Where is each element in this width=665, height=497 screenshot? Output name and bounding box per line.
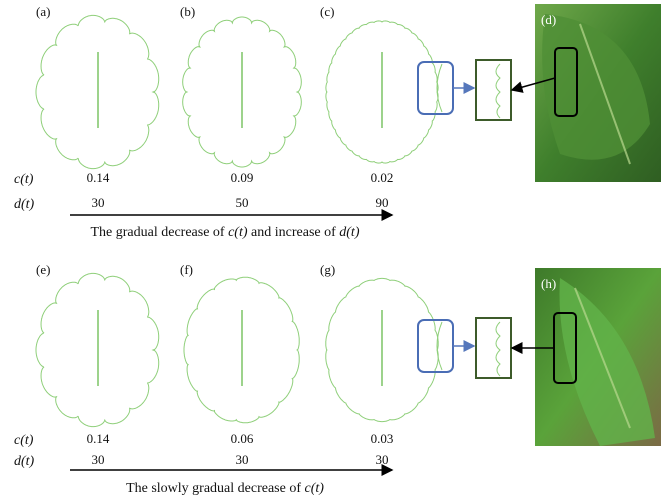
d-value: 30 — [92, 195, 105, 210]
photo-leaf — [559, 278, 655, 446]
leaf-outline — [182, 16, 302, 168]
c-value: 0.09 — [231, 170, 254, 185]
edge-wave — [495, 321, 501, 377]
d-label: d(t) — [14, 197, 35, 212]
leaf-outline — [325, 20, 439, 164]
caption-part: c(t) — [228, 225, 248, 240]
edge-curve — [436, 321, 443, 371]
leaf-outline — [325, 277, 439, 423]
panel-label: (b) — [180, 4, 195, 19]
c-value: 0.06 — [231, 431, 254, 446]
caption-part: and increase of — [248, 225, 340, 240]
c-value: 0.14 — [87, 170, 110, 185]
d-label: d(t) — [14, 454, 35, 469]
caption: The slowly gradual decrease of c(t) — [126, 481, 324, 496]
c-value: 0.03 — [371, 431, 394, 446]
caption: The gradual decrease of c(t) and increas… — [91, 225, 360, 240]
d-value: 30 — [236, 452, 249, 467]
caption-part: The slowly gradual decrease of — [126, 481, 304, 496]
photo-label: (h) — [541, 276, 556, 291]
d-value: 90 — [376, 195, 389, 210]
photo-label: (d) — [541, 12, 556, 27]
panel-label: (f) — [180, 262, 193, 277]
c-value: 0.14 — [87, 431, 110, 446]
panel-label: (c) — [320, 4, 334, 19]
leaf-outline — [35, 14, 160, 170]
arrow — [510, 77, 556, 93]
c-value: 0.02 — [371, 170, 394, 185]
c-label: c(t) — [14, 172, 34, 187]
leaf-outline — [183, 276, 300, 424]
caption-part: d(t) — [339, 225, 360, 240]
photo-vein — [574, 287, 631, 429]
edge-curve — [436, 63, 443, 113]
d-value: 30 — [92, 452, 105, 467]
zoom-target — [475, 317, 512, 379]
panel-label: (g) — [320, 262, 335, 277]
c-label: c(t) — [14, 433, 34, 448]
panel-label: (e) — [36, 262, 50, 277]
photo-leaf — [542, 14, 650, 160]
d-value: 30 — [376, 452, 389, 467]
zoom-target — [475, 59, 512, 121]
edge-wave — [495, 63, 501, 119]
d-value: 50 — [236, 195, 249, 210]
highlight-box — [554, 47, 578, 117]
caption-part: The gradual decrease of — [91, 225, 229, 240]
leaf-outline — [35, 272, 160, 428]
photo-vein — [579, 23, 631, 165]
panel-label: (a) — [36, 4, 50, 19]
caption-part: c(t) — [305, 481, 325, 496]
